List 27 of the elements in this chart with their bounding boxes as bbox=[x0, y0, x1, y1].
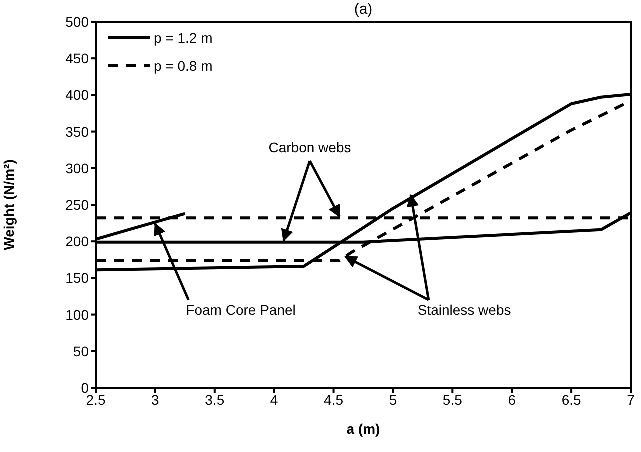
x-tick-label: 6.5 bbox=[562, 392, 582, 408]
y-tick-label: 300 bbox=[66, 160, 90, 176]
x-tick-label: 5.5 bbox=[442, 392, 463, 408]
legend-label: p = 0.8 m bbox=[154, 58, 213, 74]
annotation: Carbon webs bbox=[268, 139, 352, 156]
x-axis-title: a (m) bbox=[346, 421, 380, 437]
y-tick-label: 150 bbox=[66, 270, 90, 286]
y-tick-label: 350 bbox=[66, 124, 90, 140]
x-tick-label: 5 bbox=[389, 392, 398, 408]
y-tick-label: 450 bbox=[66, 50, 90, 67]
x-tick-label: 4.5 bbox=[324, 392, 344, 408]
y-tick-label: 400 bbox=[66, 87, 90, 104]
y-axis-title: Weight (N/m²) bbox=[1, 160, 17, 250]
legend-label: p = 1.2 m bbox=[154, 30, 213, 46]
y-tick-label: 100 bbox=[66, 306, 90, 323]
x-tick-label: 3 bbox=[152, 392, 160, 408]
x-tick-label: 3.5 bbox=[205, 392, 225, 408]
x-tick-label: 6 bbox=[508, 392, 516, 408]
x-tick-label: 4 bbox=[270, 392, 278, 408]
annotation: Foam Core Panel bbox=[186, 302, 296, 318]
y-tick-label: 250 bbox=[66, 196, 90, 213]
x-tick-label: 7 bbox=[627, 392, 636, 408]
y-tick-label: 500 bbox=[66, 14, 90, 30]
annotation: Stainless webs bbox=[418, 302, 512, 318]
y-tick-label: 200 bbox=[66, 234, 90, 250]
y-tick-label: 50 bbox=[73, 343, 90, 360]
chart-title: (a) bbox=[354, 1, 373, 18]
